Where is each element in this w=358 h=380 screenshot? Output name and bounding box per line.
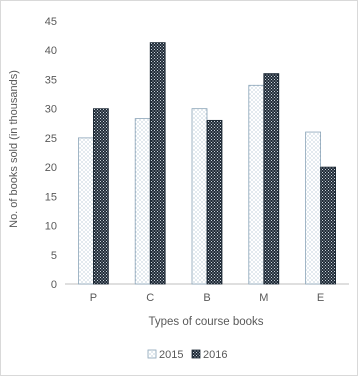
- legend-label-2016: 2016: [203, 349, 227, 361]
- legend: 2015 2016: [147, 349, 227, 361]
- y-tick-label: 35: [45, 74, 57, 86]
- x-axis-title: Types of course books: [148, 316, 263, 328]
- x-tick-label: E: [317, 292, 324, 304]
- x-tick-label: B: [203, 292, 210, 304]
- bar-2015-C: [134, 118, 151, 285]
- bar-2015-E: [305, 131, 322, 285]
- y-tick-label: 40: [45, 45, 57, 57]
- bars-group: [78, 42, 337, 285]
- bar-2015-B: [191, 108, 208, 285]
- y-tick-label: 45: [45, 16, 57, 28]
- legend-label-2015: 2015: [159, 349, 183, 361]
- y-axis-title: No. of books sold (in thousands): [8, 70, 20, 228]
- bar-2016-M: [263, 73, 280, 285]
- bar-2016-E: [320, 166, 337, 285]
- legend-swatch-2015: [147, 349, 157, 359]
- bar-2016-P: [93, 108, 109, 285]
- x-tick-label: P: [90, 292, 97, 304]
- bar-chart: 0 5 10 15 20 25 30 35 40 45 P C B M E No. of books sol…: [8, 16, 349, 361]
- legend-swatch-2016: [191, 349, 201, 359]
- bar-2015-P: [78, 137, 94, 285]
- x-tick-label: C: [146, 292, 154, 304]
- y-tick-label: 20: [45, 162, 57, 174]
- y-tick-label: 10: [45, 221, 57, 233]
- x-tick-label: M: [259, 292, 268, 304]
- bar-2016-C: [149, 42, 166, 285]
- bar-2016-B: [206, 119, 223, 285]
- y-tick-label: 15: [45, 191, 57, 203]
- y-tick-label: 30: [45, 104, 57, 116]
- axes-group: 0 5 10 15 20 25 30 35 40 45 P C B M E: [45, 16, 349, 304]
- y-tick-label: 0: [51, 279, 57, 291]
- y-tick-label: 25: [45, 133, 57, 145]
- bar-2015-M: [248, 84, 265, 285]
- y-tick-label: 5: [51, 250, 57, 262]
